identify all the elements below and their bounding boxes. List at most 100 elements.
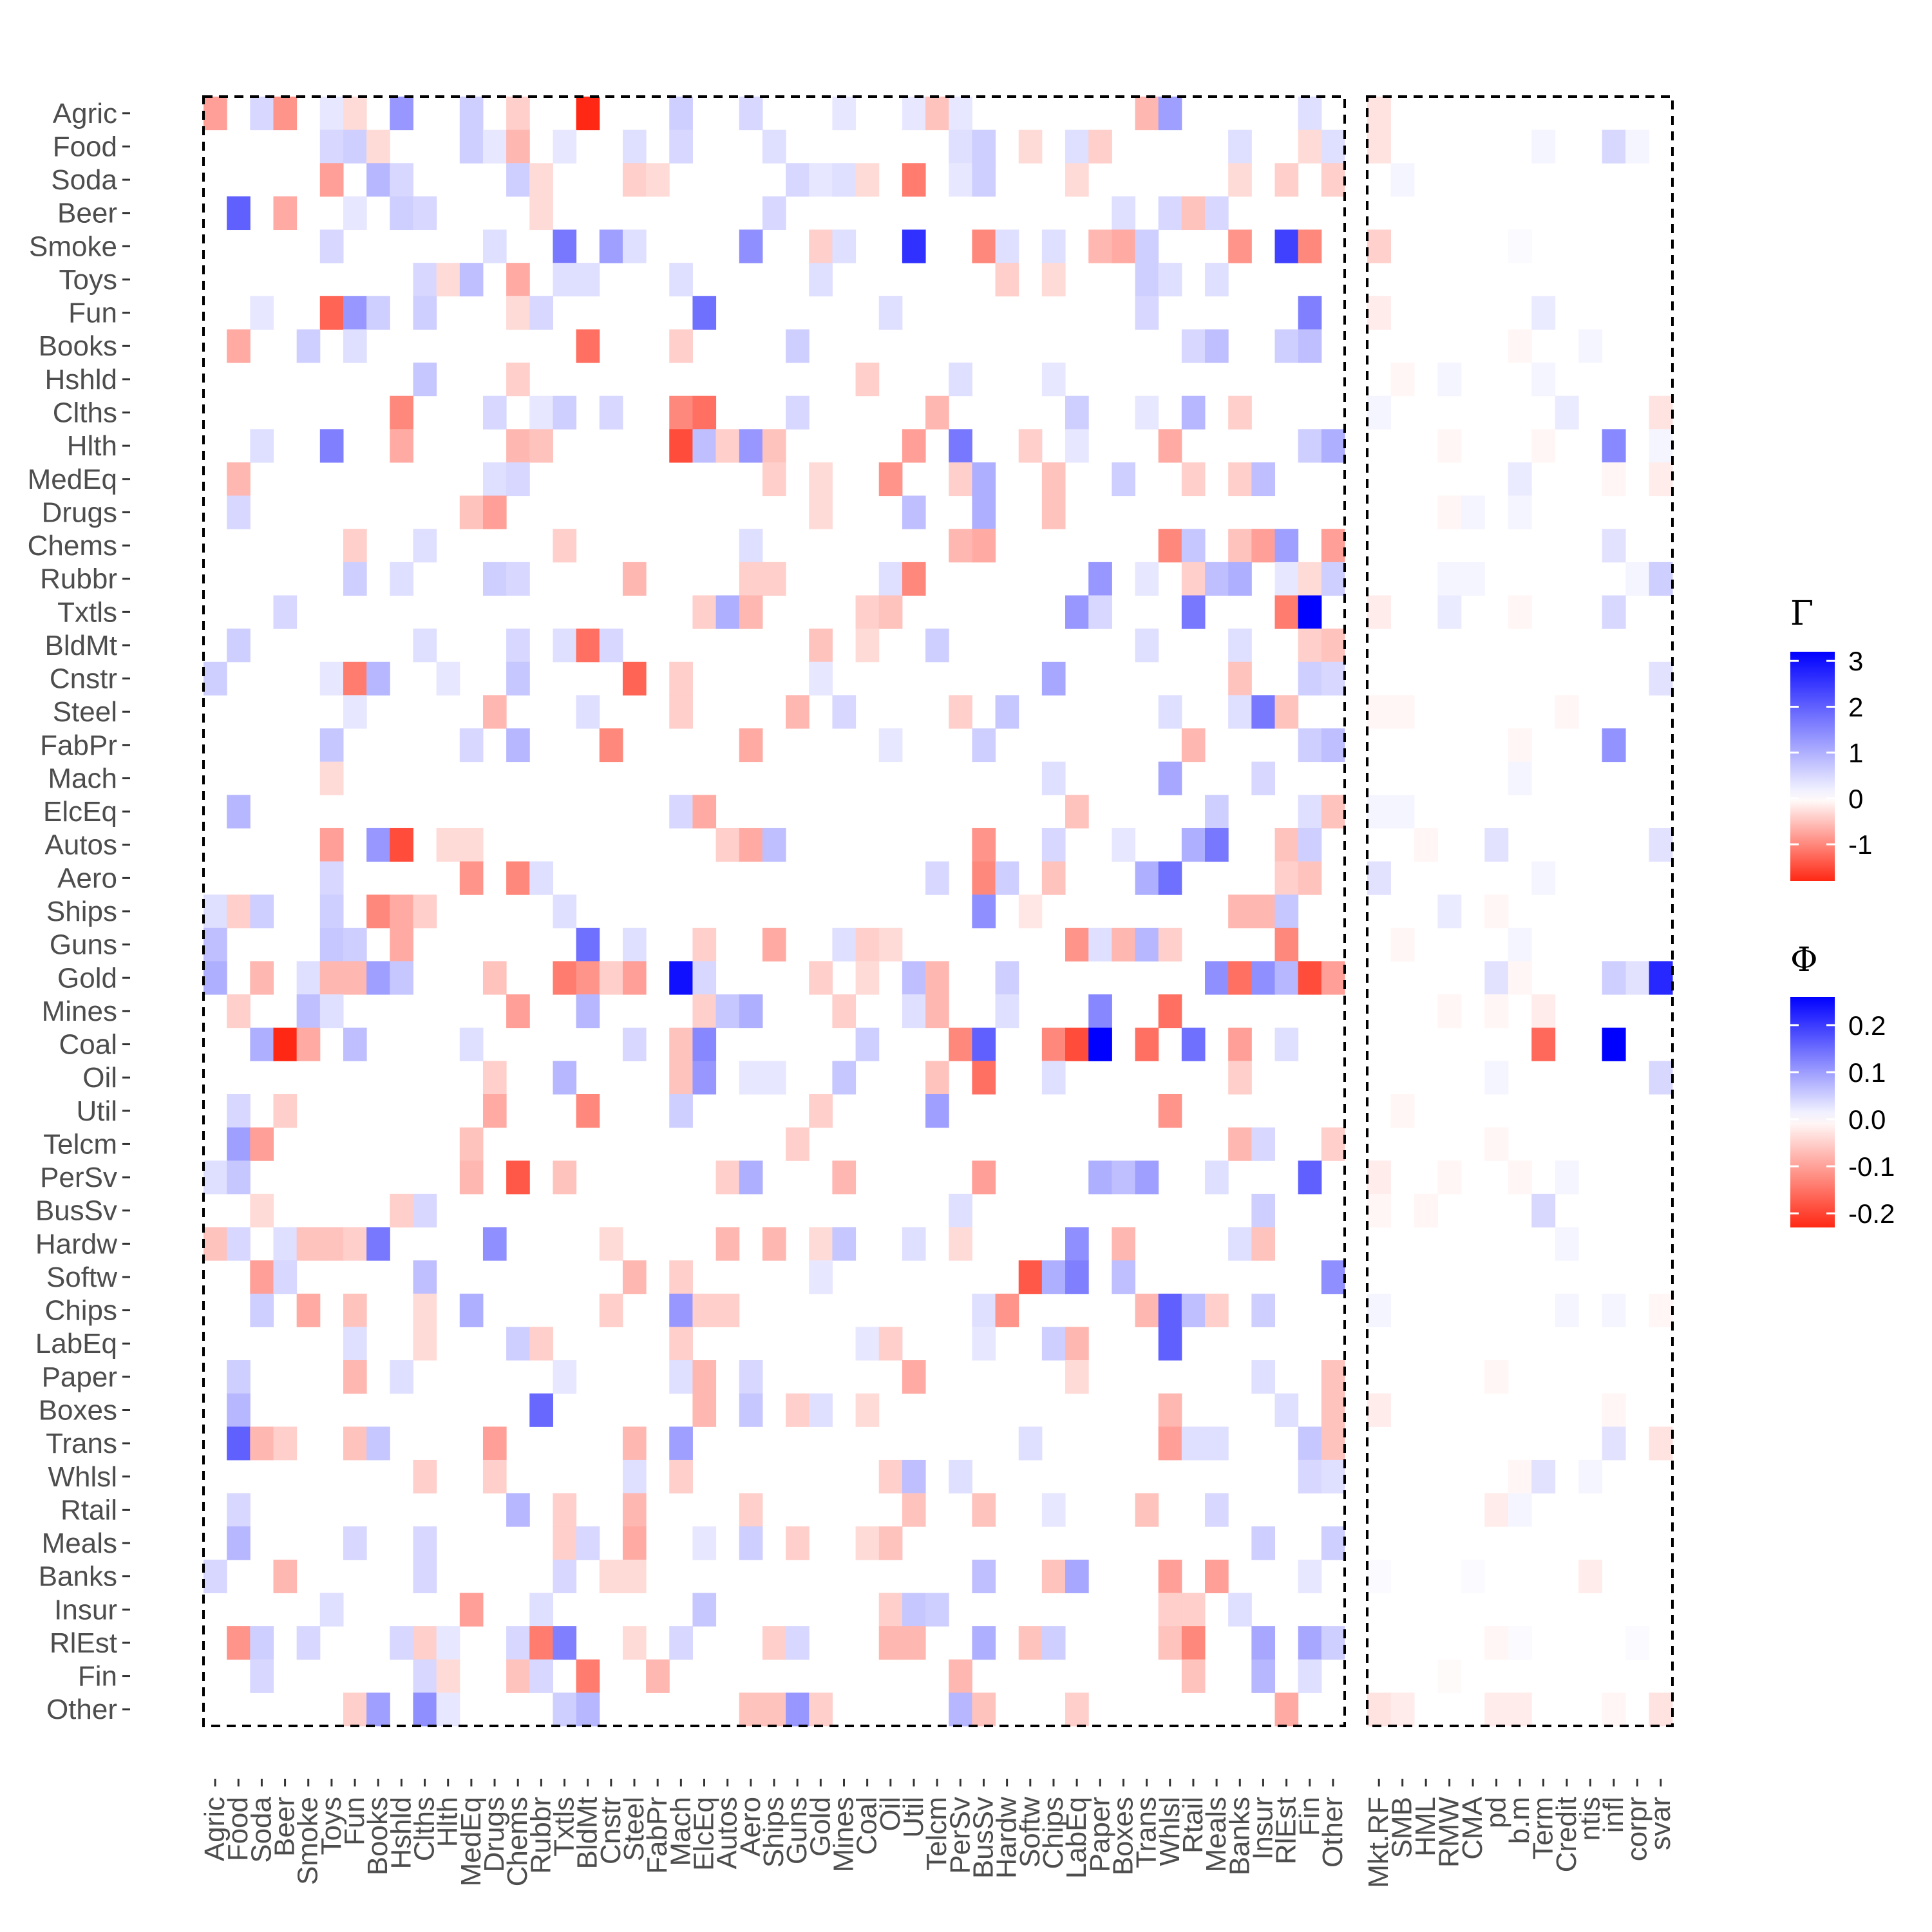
- heatmap-cell: [902, 1593, 926, 1627]
- heatmap-cell: [739, 97, 763, 131]
- heatmap-cell: [319, 994, 344, 1028]
- heatmap-cell: [692, 1393, 717, 1427]
- heatmap-cell: [809, 495, 833, 529]
- heatmap-cell: [809, 1260, 833, 1294]
- heatmap-cell: [576, 1692, 600, 1727]
- row-label: MedEq: [28, 464, 117, 495]
- heatmap-cell: [1321, 529, 1345, 563]
- heatmap-cell: [1531, 363, 1556, 397]
- heatmap-cell: [972, 1626, 996, 1660]
- heatmap-cell: [250, 429, 274, 463]
- heatmap-cell: [1158, 861, 1182, 895]
- row-label: Cnstr: [50, 663, 117, 695]
- heatmap-cell: [273, 1227, 298, 1261]
- heatmap-cell: [1205, 1160, 1229, 1195]
- heatmap-cell: [1181, 828, 1206, 862]
- heatmap-cell: [506, 1160, 530, 1195]
- heatmap-cell: [949, 529, 972, 563]
- heatmap-cell: [227, 196, 251, 231]
- heatmap-cell: [1158, 529, 1182, 563]
- heatmap-cell: [1018, 1626, 1043, 1660]
- heatmap-cell: [390, 961, 413, 995]
- heatmap-cell: [809, 1393, 833, 1427]
- heatmap-cell: [1437, 994, 1462, 1028]
- heatmap-cell: [669, 329, 693, 363]
- heatmap-cell: [296, 1027, 321, 1061]
- heatmap-cell: [739, 1360, 763, 1394]
- heatmap-cell: [669, 1360, 693, 1394]
- heatmap-cell: [1041, 495, 1066, 529]
- panel-frame: [1366, 95, 1674, 1727]
- heatmap-cell: [902, 163, 926, 197]
- heatmap-cell: [436, 1626, 460, 1660]
- heatmap-cell: [1649, 961, 1673, 995]
- heatmap-cell: [762, 429, 786, 463]
- heatmap-cell: [1251, 1360, 1276, 1394]
- heatmap-cell: [599, 961, 623, 995]
- heatmap-cell: [1508, 728, 1532, 762]
- heatmap-cell: [576, 695, 600, 729]
- heatmap-cell: [1531, 429, 1556, 463]
- heatmap-cell: [972, 828, 996, 862]
- heatmap-cell: [1158, 695, 1182, 729]
- heatmap-cell: [1367, 395, 1391, 430]
- heatmap-cell: [273, 97, 298, 131]
- legend-tick-label: 2: [1848, 692, 1863, 722]
- heatmap-cell: [1367, 695, 1391, 729]
- heatmap-cell: [692, 296, 717, 330]
- heatmap-cell: [366, 129, 390, 164]
- column-label: Term: [1527, 1797, 1558, 1860]
- heatmap-cell: [715, 994, 740, 1028]
- heatmap-cell: [1018, 429, 1043, 463]
- heatmap-cell: [1321, 629, 1345, 663]
- heatmap-cell: [1321, 429, 1345, 463]
- heatmap-cell: [622, 229, 647, 263]
- column-label: PerSv: [944, 1797, 976, 1874]
- heatmap-cell: [250, 1027, 274, 1061]
- heatmap-cell: [296, 961, 321, 995]
- heatmap-cell: [1158, 1426, 1182, 1461]
- row-label: Banks: [39, 1561, 117, 1593]
- legend-tick-label: 1: [1848, 738, 1863, 768]
- heatmap-cell: [1228, 229, 1252, 263]
- row-label: Mach: [48, 762, 117, 794]
- column-label: Smoke: [292, 1797, 324, 1885]
- heatmap-cell: [1274, 229, 1299, 263]
- heatmap-cell: [366, 296, 390, 330]
- heatmap-cell: [413, 263, 437, 297]
- heatmap-cell: [1602, 728, 1626, 762]
- heatmap-cell: [1228, 661, 1252, 696]
- heatmap-cell: [1158, 1327, 1182, 1361]
- heatmap-cell: [669, 129, 693, 164]
- heatmap-cell: [506, 629, 530, 663]
- heatmap-cell: [855, 595, 880, 629]
- heatmap-cell: [1367, 296, 1391, 330]
- heatmap-cell: [809, 1094, 833, 1128]
- heatmap-cell: [1112, 1160, 1136, 1195]
- heatmap-cell: [1181, 395, 1206, 430]
- heatmap-cell: [1041, 1559, 1066, 1593]
- row-label: Softw: [46, 1262, 117, 1293]
- heatmap-cell: [786, 329, 810, 363]
- heatmap-cell: [1625, 129, 1650, 164]
- heatmap-cell: [599, 728, 623, 762]
- heatmap-cell: [972, 129, 996, 164]
- heatmap-cell: [902, 562, 926, 596]
- heatmap-cell: [413, 363, 437, 397]
- heatmap-cell: [553, 529, 577, 563]
- heatmap-cell: [1135, 263, 1159, 297]
- heatmap-cell: [692, 429, 717, 463]
- heatmap-cell: [1065, 795, 1089, 829]
- heatmap-cell: [739, 994, 763, 1028]
- heatmap-cell: [1298, 229, 1322, 263]
- heatmap-cell: [273, 196, 298, 231]
- heatmap-cell: [390, 1193, 413, 1228]
- heatmap-cell: [855, 1526, 880, 1560]
- column-label: BusSv: [967, 1797, 999, 1879]
- heatmap-cell: [1112, 1227, 1136, 1261]
- heatmap-cell: [1602, 1027, 1626, 1061]
- column-label: Softw: [1014, 1797, 1046, 1868]
- column-label: Whlsl: [1154, 1797, 1186, 1866]
- heatmap-cell: [1298, 961, 1322, 995]
- heatmap-cell: [343, 1027, 367, 1061]
